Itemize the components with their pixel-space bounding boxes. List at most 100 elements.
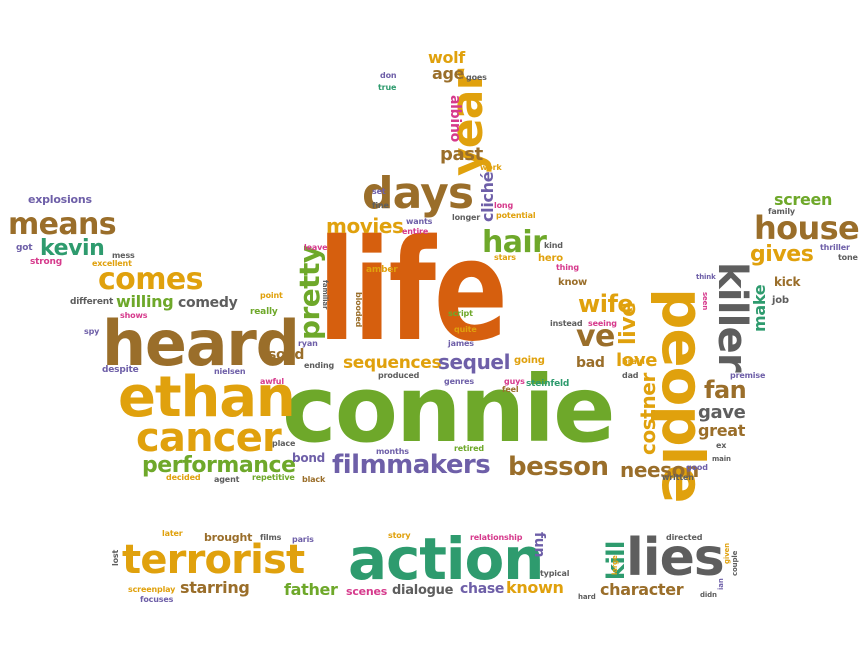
word-amber: amber <box>366 265 398 275</box>
word-spy: spy <box>84 327 100 336</box>
word-really: really <box>250 307 278 317</box>
word-cancer: cancer <box>136 415 282 461</box>
word-hair: hair <box>482 225 547 260</box>
word-known: known <box>506 578 564 597</box>
word-explosions: explosions <box>28 193 92 206</box>
word-long: long <box>494 201 514 210</box>
word-gives: gives <box>750 242 814 267</box>
word-retired: retired <box>454 444 484 453</box>
word-kick: kick <box>774 275 801 289</box>
word-familiar: familiar <box>321 280 329 310</box>
word-father: father <box>284 580 338 599</box>
word-guys: guys <box>504 377 525 386</box>
word-know: know <box>558 277 588 288</box>
word-costner: costner <box>636 373 660 455</box>
word-think: think <box>696 273 716 281</box>
word-terrorist: terrorist <box>122 537 305 583</box>
word-starring: starring <box>180 578 250 597</box>
word-decided: decided <box>166 473 201 482</box>
word-besson: besson <box>508 452 609 482</box>
word-scenes: scenes <box>346 585 388 598</box>
word-tone: tone <box>838 253 858 262</box>
word-fine: fine <box>372 201 389 210</box>
word-thing: thing <box>556 263 579 272</box>
word-lost: lost <box>111 549 120 566</box>
word-willing: willing <box>116 292 174 311</box>
word-screenplay: screenplay <box>128 585 176 594</box>
word-given: given <box>723 542 731 564</box>
word-couple: couple <box>731 550 739 576</box>
word-solid: solid <box>268 347 305 363</box>
word-nielsen: nielsen <box>214 367 246 376</box>
word-connie: connie <box>282 356 615 463</box>
word-relationship: relationship <box>470 533 523 542</box>
word-seen: seen <box>701 292 709 311</box>
word-chase: chase <box>460 581 505 597</box>
word-hero: hero <box>538 253 563 264</box>
word-don: don <box>380 71 397 80</box>
word-going: going <box>514 355 545 366</box>
word-awful: awful <box>260 377 284 386</box>
word-albino: albino <box>447 95 463 142</box>
word-wants: wants <box>406 217 433 226</box>
word-longer: longer <box>452 213 481 222</box>
word-different: different <box>70 297 114 307</box>
word-performance: performance <box>142 453 296 478</box>
word-gave: gave <box>698 402 746 423</box>
word-fan: fan <box>704 376 747 404</box>
word-brought: brought <box>204 531 253 544</box>
word-films: films <box>260 533 282 542</box>
word-killer: killer <box>709 262 755 372</box>
word-ending: ending <box>304 361 335 370</box>
word-heard: heard <box>102 307 300 380</box>
word-action: action <box>348 525 544 593</box>
word-house: house <box>754 209 860 247</box>
word-screen: screen <box>774 190 833 209</box>
word-typical: typical <box>540 569 570 578</box>
word-hard: hard <box>578 593 596 601</box>
word-despite: despite <box>102 365 139 375</box>
word-comedy: comedy <box>178 295 238 311</box>
word-pretty: pretty <box>293 245 326 340</box>
word-thriller: thriller <box>820 243 850 252</box>
word-means: means <box>8 207 117 242</box>
word-focuses: focuses <box>140 595 174 604</box>
word-ian: ian <box>717 578 725 590</box>
word-story: story <box>388 531 411 540</box>
word-excellent: excellent <box>92 259 132 268</box>
word-directed: directed <box>666 533 703 542</box>
word-later: later <box>162 529 183 538</box>
word-repetitive: repetitive <box>252 473 295 482</box>
word-mess: mess <box>112 251 135 260</box>
word-genres: genres <box>444 377 475 386</box>
word-comes: comes <box>98 262 203 297</box>
word-bad: bad <box>576 355 605 371</box>
word-point: point <box>260 291 283 300</box>
word-family: family <box>768 207 795 216</box>
word-work: work <box>480 163 502 172</box>
word-place: place <box>272 439 296 448</box>
word-months: months <box>376 447 409 456</box>
word-entire: entire <box>402 227 429 236</box>
word-black: black <box>302 475 326 484</box>
word-live: live <box>616 302 641 345</box>
word-great: great <box>698 421 746 440</box>
word-script: script <box>448 309 473 318</box>
word-main: main <box>712 455 731 463</box>
word-brain: brain <box>622 357 645 366</box>
word-stars: stars <box>494 253 516 262</box>
word-kind: kind <box>544 241 563 250</box>
word-days: days <box>362 168 474 219</box>
word-movies: movies <box>326 214 404 238</box>
word-premise: premise <box>730 371 766 380</box>
word-got: got <box>16 243 33 253</box>
word-dad: dad <box>622 371 639 380</box>
word-seeing: seeing <box>588 319 617 328</box>
word-paris: paris <box>292 535 314 544</box>
word-make: make <box>750 284 769 332</box>
word-steinfeld: steinfeld <box>526 379 570 389</box>
word-didn: didn <box>700 591 717 599</box>
word-strong: strong <box>30 257 63 267</box>
word-true: true <box>378 83 397 92</box>
